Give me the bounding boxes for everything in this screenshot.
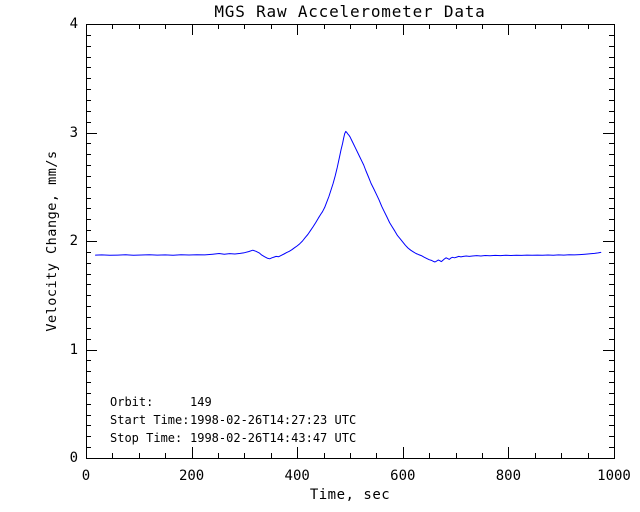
x-tick-label: 400	[284, 468, 310, 484]
x-tick-label: 600	[390, 468, 416, 484]
x-tick-label: 1000	[597, 468, 631, 484]
y-tick-label: 0	[69, 450, 78, 466]
x-tick-label: 0	[81, 468, 91, 484]
y-tick-label: 2	[69, 233, 78, 249]
y-tick-label: 4	[69, 16, 78, 32]
annotation-row: Start Time: 1998-02-26T14:27:23 UTC	[110, 411, 356, 429]
chart-title: MGS Raw Accelerometer Data	[214, 2, 486, 21]
annotation-value: 149	[190, 395, 212, 409]
annotation-label: Stop Time:	[110, 431, 183, 445]
x-axis-label: Time, sec	[309, 487, 391, 503]
y-tick-label: 3	[69, 124, 78, 141]
annotation-value: 1998-02-26T14:43:47 UTC	[190, 431, 357, 445]
y-tick-label: 1	[69, 341, 78, 358]
annotation-block: Orbit: 149 Start Time: 1998-02-26T14:27:23 …	[110, 393, 356, 447]
annotation-row: Orbit: 149	[110, 393, 356, 411]
annotation-row: Stop Time: 1998-02-26T14:43:47 UTC	[110, 429, 356, 447]
annotation-value: 1998-02-26T14:27:23 UTC	[190, 413, 357, 427]
x-tick-label: 200	[178, 468, 205, 484]
annotation-label: Orbit:	[110, 395, 154, 409]
annotation-label: Start Time:	[110, 413, 190, 427]
data-curve	[95, 130, 602, 263]
x-tick-label: 800	[495, 468, 522, 484]
axis-ticks	[86, 24, 615, 459]
